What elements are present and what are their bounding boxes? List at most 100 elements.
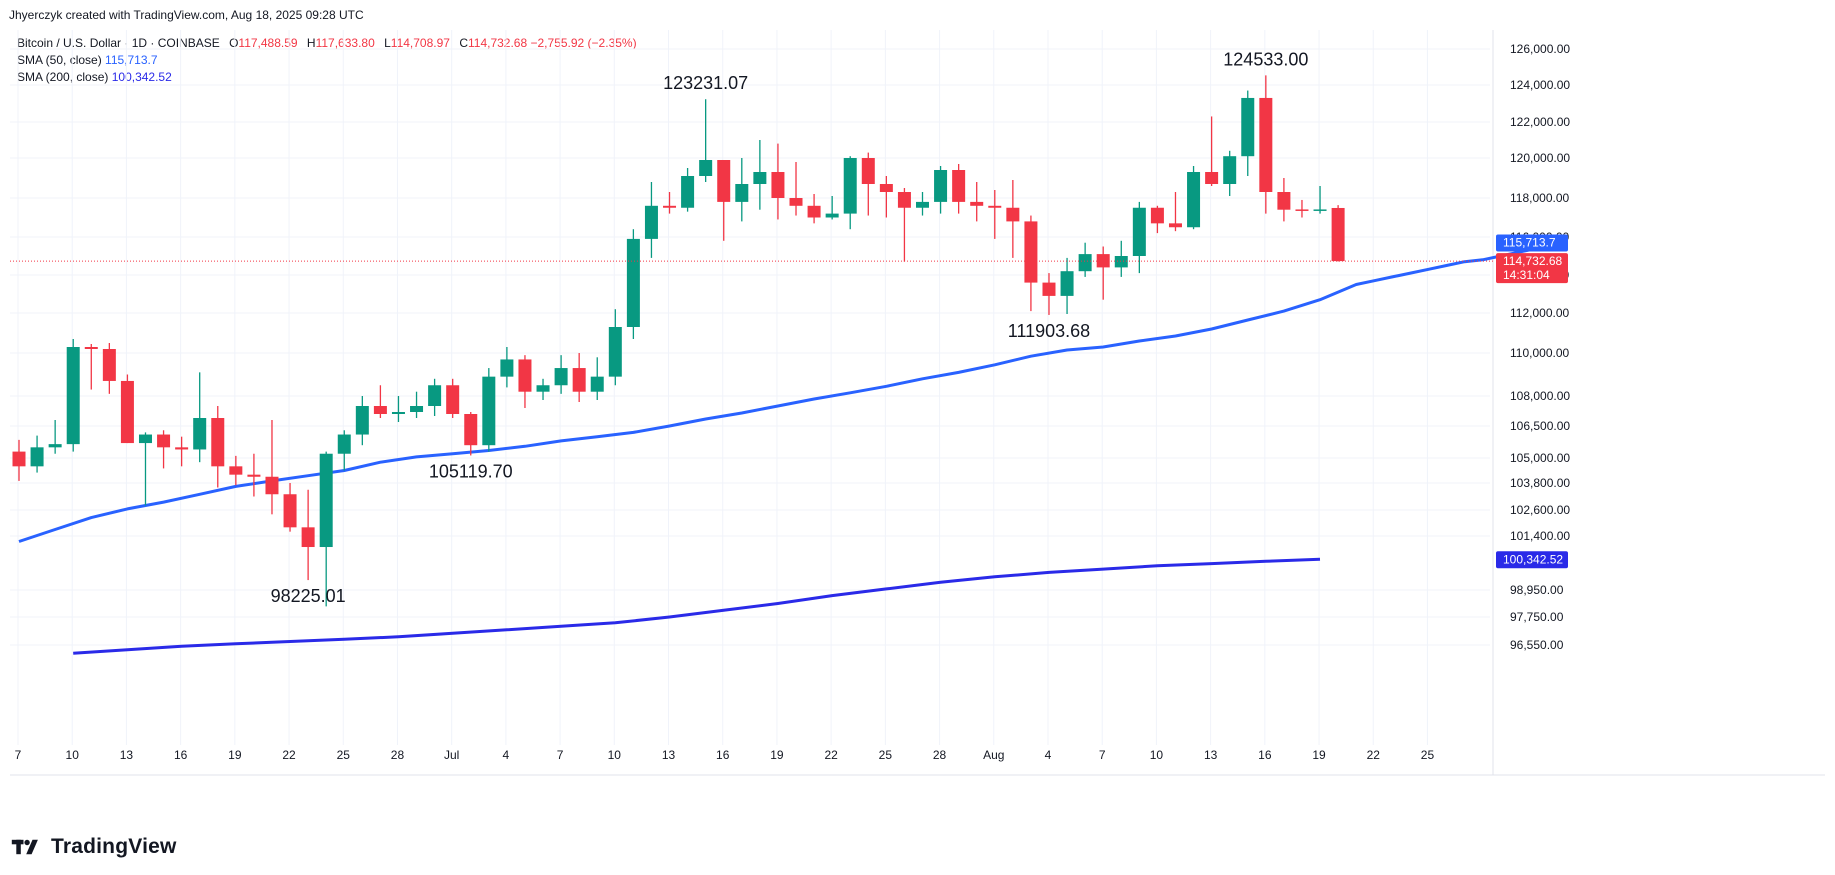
candle-body [681, 176, 695, 208]
candle-body [265, 476, 279, 495]
legend-ohlc-row: Bitcoin / U.S. Dollar · 1D · COINBASE O1… [17, 35, 637, 52]
candle-body [1024, 221, 1038, 283]
candle-body [879, 184, 893, 192]
candle-body [1078, 254, 1092, 272]
x-tick-label: 13 [1204, 748, 1218, 762]
candle-body [1042, 282, 1056, 296]
x-tick-label: 7 [1099, 748, 1106, 762]
x-tick-label: 16 [716, 748, 730, 762]
x-tick-label: 19 [228, 748, 242, 762]
candle-body [410, 406, 424, 412]
brand-name: TradingView [51, 835, 177, 858]
x-tick-label: 25 [337, 748, 351, 762]
candle-body [1241, 97, 1255, 157]
tradingview-logo-icon [11, 839, 38, 855]
candle-body [464, 414, 478, 446]
candle-body [500, 359, 514, 377]
candle-body [1060, 271, 1074, 296]
candle-body [1168, 223, 1182, 228]
candle-body [626, 238, 640, 327]
legend-h-key: H [306, 36, 316, 50]
price-annotation: 123231.07 [663, 73, 748, 93]
candle-body [861, 158, 875, 184]
candle-body [590, 376, 604, 392]
legend-sma50-value: 115,713.7 [105, 53, 158, 67]
legend-symbol: Bitcoin / U.S. Dollar · 1D · COINBASE [17, 36, 220, 50]
candle-body [120, 380, 134, 444]
candle-body [807, 205, 821, 218]
x-tick-label: 13 [120, 748, 134, 762]
y-tick-label: 106,500.00 [1510, 419, 1570, 433]
y-tick-label: 98,950.00 [1510, 583, 1564, 597]
price-annotation: 124533.00 [1223, 49, 1308, 69]
candle-body [988, 205, 1002, 208]
candle-body [753, 172, 767, 184]
candle-body [337, 434, 351, 454]
y-tick-label: 118,000.00 [1510, 191, 1569, 205]
candle-body [1259, 97, 1273, 192]
x-tick-label: 22 [824, 748, 838, 762]
candle-body [825, 213, 839, 218]
x-tick-label: 19 [770, 748, 784, 762]
price-annotation: 105119.70 [429, 461, 513, 481]
candle-body [518, 359, 532, 392]
x-tick-label: 4 [1045, 748, 1052, 762]
top-credit: Jhyerczyk created with TradingView.com, … [9, 8, 364, 22]
x-tick-label: 10 [1150, 748, 1164, 762]
last-price-axis-label: 114,732.68 [1503, 254, 1562, 268]
candle-body [663, 205, 677, 208]
x-tick-label: 22 [282, 748, 296, 762]
candle-body [446, 385, 460, 414]
y-tick-label: 108,000.00 [1510, 389, 1570, 403]
candle-body [1205, 172, 1219, 184]
legend-sma50-row: SMA (50, close) 115,713.7 [17, 52, 637, 69]
candle-body [1132, 207, 1146, 256]
x-tick-label: Aug [983, 748, 1004, 762]
y-tick-label: 96,550.00 [1510, 638, 1564, 652]
candle-body [391, 412, 405, 414]
candle-body [157, 434, 171, 448]
countdown-label: 14:31:04 [1503, 268, 1550, 282]
last-price-axis-label-bg [1496, 253, 1568, 284]
candle-body [301, 527, 315, 548]
candle-body [1277, 192, 1291, 210]
y-tick-label: 122,000.00 [1510, 115, 1570, 129]
candle-body [554, 368, 568, 386]
candle-body [1295, 209, 1309, 211]
candle-body [428, 385, 442, 406]
x-tick-label: 16 [1258, 748, 1272, 762]
candle-body [789, 198, 803, 206]
sma200-line [73, 557, 1321, 655]
candle-body [644, 205, 658, 239]
sma50-line [18, 240, 1556, 543]
candle-body [717, 160, 731, 202]
candle-body [319, 453, 333, 548]
legend-sma50-label: SMA (50, close) [17, 53, 102, 67]
legend-sma200-label: SMA (200, close) [17, 70, 109, 84]
y-tick-label: 110,000.00 [1510, 346, 1569, 360]
x-tick-label: 16 [174, 748, 188, 762]
candle-body [175, 447, 189, 450]
y-tick-label: 120,000.00 [1510, 151, 1570, 165]
candle-body [1331, 207, 1345, 262]
candle-body [970, 201, 984, 206]
candle-body [482, 376, 496, 446]
x-tick-label: 7 [15, 748, 22, 762]
candle-body [1187, 172, 1201, 228]
candle-body [247, 474, 261, 477]
y-tick-label: 112,000.00 [1510, 306, 1569, 320]
sma200-axis-label: 100,342.52 [1503, 552, 1563, 566]
candle-body [916, 201, 929, 208]
sma50-axis-label-bg [1496, 234, 1568, 252]
legend-o-val: 117,488.59 [238, 36, 298, 50]
candle-body [934, 170, 948, 202]
price-chart[interactable]: 7 10 13 16 19 22 25 28 Jul 4 7 10 13 16 19 22 25 28 Aug 4 7 1… [10, 30, 1825, 815]
legend-l-val: 114,708.97 [390, 36, 450, 50]
candle-body [1114, 256, 1128, 268]
y-tick-label: 103,800.00 [1510, 476, 1570, 490]
chart-area[interactable]: 7 10 13 16 19 22 25 28 Jul 4 7 10 13 16 19 22 25 28 Aug 4 7 1… [10, 30, 1825, 815]
y-tick-label: 126,000.00 [1510, 42, 1570, 56]
x-tick-label: 19 [1312, 748, 1326, 762]
x-tick-label: 7 [557, 748, 564, 762]
candle-body [536, 385, 550, 392]
